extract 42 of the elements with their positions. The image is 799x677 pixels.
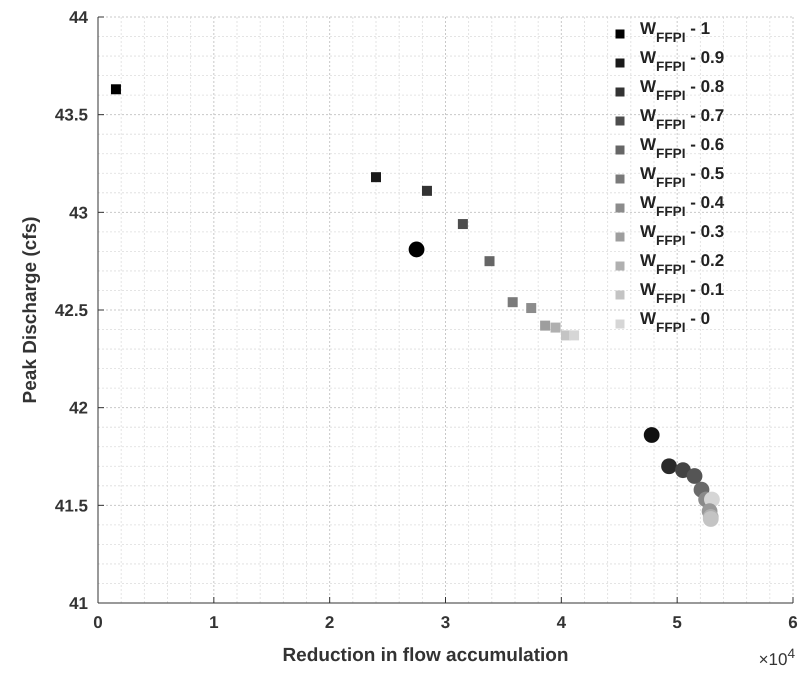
point [371,172,381,182]
legend-label: W$_{FFPI}$ - 0 [640,309,710,334]
y-tick-label: 44 [69,8,89,27]
x-tick-label: 6 [788,613,798,632]
point [644,427,660,443]
legend-label: W$_{FFPI}$ - 0.6 [640,135,724,160]
legend-label: W$_{FFPI}$ - 0.3 [640,222,724,248]
legend-label: W$_{FFPI}$ - 1 [640,19,710,44]
text: ×10$^{4}$ [758,646,796,669]
y-tick-label: 43 [69,203,88,222]
point [569,330,580,340]
y-tick-label: 41 [69,594,88,613]
point [110,84,121,94]
legend-label: W$_{FFPI}$ - 0.1 [640,280,724,306]
legend-label: W$_{FFPI}$ - 0.4 [640,193,725,218]
point [675,462,691,478]
point [526,303,536,314]
legend-label: W$_{FFPI}$ - 0.2 [640,251,724,276]
legend-label: W$_{FFPI}$ - 0.8 [640,77,724,102]
x-tick-label: 1 [209,613,219,632]
point [458,219,468,230]
point [508,297,518,308]
x-axis-title: Reduction in flow accumulation [282,645,569,666]
x-tick-label: 4 [556,613,567,632]
legend-label: W$_{FFPI}$ - 0.5 [640,164,724,190]
y-tick-label: 42.5 [54,301,88,320]
point [550,322,561,333]
y-axis-title: Peak Discharge (cfs) [20,216,41,404]
x-tick-label: 5 [672,613,682,632]
point [540,320,550,331]
y-tick-label: 42 [69,398,88,418]
y-tick-label: 41.5 [54,496,88,516]
legend-label: W$_{FFPI}$ - 0.9 [640,48,724,74]
x-tick-label: 2 [324,613,334,632]
point [484,256,495,266]
x-tick-label: 0 [93,613,103,632]
y-tick-label: 43.5 [54,106,88,125]
point [686,468,702,484]
point [661,458,677,474]
x-tick-label: 3 [440,613,450,632]
point [422,186,432,196]
legend-label: W$_{FFPI}$ - 0.7 [640,106,724,132]
